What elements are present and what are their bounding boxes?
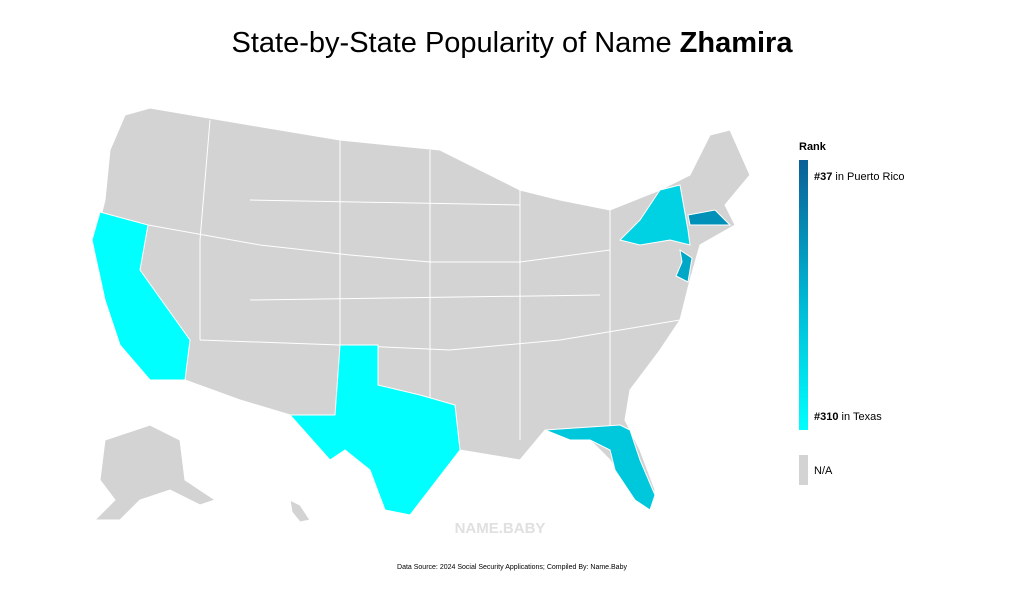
alaska xyxy=(93,424,217,521)
california xyxy=(91,211,191,381)
new-jersey xyxy=(675,248,693,283)
legend-bottom-place: in Texas xyxy=(842,411,883,423)
new-york xyxy=(619,184,691,246)
legend-bottom-rank: #310 xyxy=(814,411,838,423)
hawaii xyxy=(289,499,311,523)
legend: Rank #37 in Puerto Rico #310 in Texas N/… xyxy=(799,141,905,485)
na-swatch xyxy=(799,455,808,485)
florida xyxy=(544,424,656,511)
legend-title: Rank xyxy=(799,141,827,153)
legend-top-place: in Puerto Rico xyxy=(835,171,904,183)
title-text: State-by-State Popularity of Name xyxy=(232,27,672,59)
title-name: Zhamira xyxy=(680,27,794,59)
rank-gradient xyxy=(799,160,808,430)
footer-source: Data Source: 2024 Social Security Applic… xyxy=(397,564,627,571)
title: State-by-State Popularity of Name Zhamir… xyxy=(232,27,794,59)
contiguous-us xyxy=(94,107,751,516)
legend-top-rank: #37 xyxy=(814,171,832,183)
legend-bottom: #310 in Texas xyxy=(814,411,882,423)
us-map xyxy=(91,107,751,523)
state-borders xyxy=(147,119,681,450)
legend-na: N/A xyxy=(814,465,833,477)
watermark: NAME.BABY xyxy=(455,520,546,537)
legend-top: #37 in Puerto Rico xyxy=(814,171,905,183)
massachusetts xyxy=(687,209,732,226)
texas xyxy=(288,344,461,516)
